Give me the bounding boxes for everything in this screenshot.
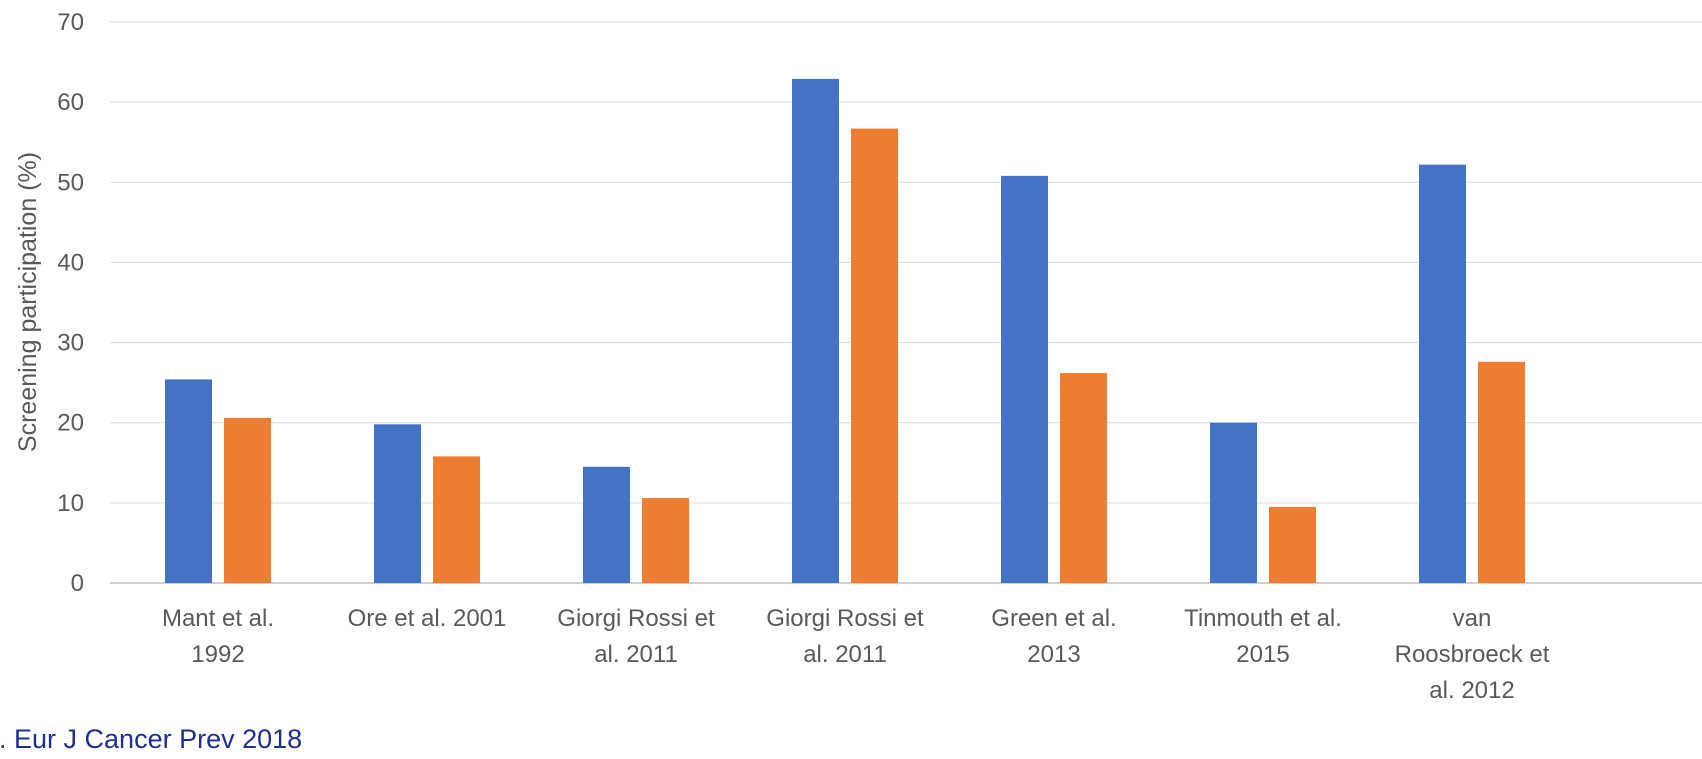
y-tick-label: 20 [57, 410, 84, 437]
bars [165, 78, 1525, 584]
bar-series1 [583, 466, 630, 583]
y-tick-label: 30 [57, 330, 84, 357]
x-category-label: Green et al. 2013 [991, 605, 1116, 668]
bar-series1 [1001, 175, 1048, 584]
bar-series1 [165, 379, 212, 583]
x-category-label: Giorgi Rossi et al. 2011 [557, 605, 715, 668]
y-axis-ticks: 0 10 20 30 40 50 60 70 [57, 9, 84, 597]
x-category-label: Ore et al. 2001 [348, 605, 507, 632]
y-tick-label: 10 [57, 490, 84, 517]
y-tick-label: 40 [57, 249, 84, 276]
y-tick-label: 70 [57, 9, 84, 36]
bar-series1 [1210, 422, 1257, 583]
x-category-label: Mant et al. 1992 [162, 605, 274, 668]
bar-series2 [642, 498, 689, 583]
y-axis-label: Screening participation (%) [14, 152, 42, 452]
x-category-label: van Roosbroeck et al. 2012 [1395, 605, 1550, 704]
bar-series2 [1060, 373, 1107, 583]
bar-series2 [1269, 506, 1316, 583]
citation-text: al. Eur J Cancer Prev 2018 [0, 724, 303, 754]
y-tick-label: 0 [71, 570, 84, 597]
bar-series1 [1419, 164, 1466, 583]
bar-series2 [433, 456, 480, 583]
x-category-label: Giorgi Rossi et al. 2011 [766, 605, 924, 668]
bar-series1 [374, 424, 421, 583]
bar-series1 [792, 78, 839, 583]
y-tick-label: 50 [57, 169, 84, 196]
x-axis-categories: Mant et al. 1992 Ore et al. 2001 Giorgi Ros… [162, 605, 1550, 704]
y-tick-label: 60 [57, 89, 84, 116]
bar-series2 [1478, 361, 1525, 583]
bar-series2 [851, 128, 898, 583]
bar-series2 [224, 417, 271, 583]
x-category-label: Tinmouth et al. 2015 [1184, 605, 1342, 668]
